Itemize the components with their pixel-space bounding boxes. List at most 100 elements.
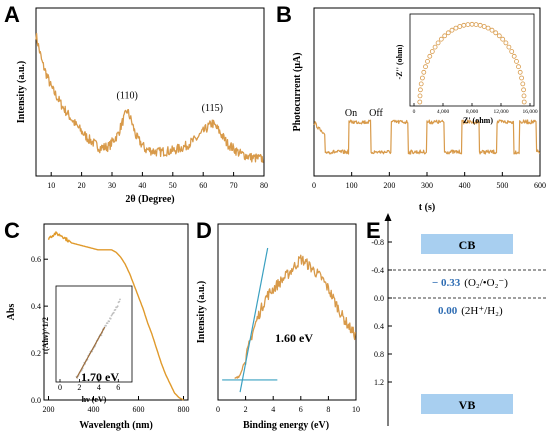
panel-b-y-axis-title: Photocurrent (μA)	[292, 52, 303, 131]
panel-b-inset-point	[417, 93, 423, 99]
panel-b-inset-point	[503, 40, 509, 46]
panel-d-y-axis-title: Intensity (a.u.)	[196, 281, 207, 344]
panel-d-letter: D	[196, 218, 212, 243]
panel-d-edge-fit	[239, 247, 269, 393]
panel-e-y-tick-label-0.4: 0.4	[374, 322, 384, 331]
panel-c-ticks: 200 400 600 800 0.0 0.2 0.4 0.6	[31, 255, 190, 414]
panel-b-x-axis-title: t (s)	[419, 202, 435, 213]
panel-b-inset-point	[520, 81, 526, 87]
panel-c-letter: C	[4, 218, 20, 243]
panel-c-inset-point	[116, 305, 119, 308]
panel-b-inset-tick-label: 4,000	[437, 109, 450, 115]
panel-c-y-tick-label-0.0: 0.0	[31, 396, 41, 405]
panel-c-inset-point	[108, 320, 111, 323]
panel-b-inset: 0 4,000 8,000 12,000 16,000 Z' (ohm) -Z'' (o…	[395, 13, 538, 125]
panel-d-x-tick-label-2: 2	[244, 405, 248, 414]
panel-b-letter: B	[276, 2, 292, 27]
panel-b-inset-point	[514, 59, 519, 64]
panel-d-x-ticks: 0 2 4 6 8 10	[216, 396, 360, 414]
panel-b-inset-point	[421, 69, 427, 75]
panel-c-y-axis-title: Abs	[6, 304, 17, 321]
panel-b-x-tick-label-300: 300	[421, 181, 433, 190]
panel-b-inset-tick-label: 8,000	[466, 109, 479, 115]
panel-b-on-label: On	[345, 108, 357, 119]
panel-b-inset-tick-label: 12,000	[493, 109, 508, 115]
panel-b-inset-point	[481, 24, 487, 29]
panel-b-photocurrent-line	[313, 119, 541, 155]
panel-d-frame	[217, 223, 357, 401]
panel-d-x-axis-title: Binding energy (eV)	[243, 420, 329, 431]
panel-b-inset-point	[517, 69, 523, 75]
panel-b-inset-point	[496, 33, 502, 39]
panel-e-cb-band	[421, 234, 513, 254]
panel-c-inset-tick-label-4: 4	[97, 383, 101, 392]
panel-a-letter: A	[4, 2, 20, 27]
panel-b: B 0 100 200 300 400 500 600 On Off t (s) Photo…	[276, 2, 546, 213]
panel-b-x-tick-label-600: 600	[534, 181, 546, 190]
panel-b-inset-point	[432, 44, 438, 50]
panel-c-inset-x-title: hν (eV)	[82, 395, 107, 404]
panel-e-level1-value: − 0.33	[432, 277, 461, 289]
panel-c-x-tick-label-400: 400	[88, 405, 100, 414]
panel-b-inset-point	[506, 44, 512, 50]
panel-e-axis-arrow	[384, 213, 392, 221]
panel-b-inset-point	[418, 81, 424, 87]
panel-e-y-tick-label-1.2: 1.2	[374, 378, 384, 387]
panel-e-y-tick-label-0.0: 0.0	[374, 294, 384, 303]
panel-a-x-tick-label-30: 30	[108, 181, 116, 190]
panel-c-y-tick-label-0.6: 0.6	[31, 255, 41, 264]
panel-d-x-tick-label-0: 0	[216, 405, 220, 414]
panel-c-inset: 0 2 4 6 1.70 eV hν (eV) (Ahν)^1/2	[41, 285, 133, 404]
panel-c-frame	[43, 223, 189, 401]
panel-a-x-tick-label-60: 60	[199, 181, 207, 190]
panel-c-inset-point	[106, 322, 109, 324]
panel-b-x-tick-label-100: 100	[346, 181, 358, 190]
panel-d-x-tick-label-10: 10	[352, 405, 360, 414]
panel-b-inset-tick-label: 16,000	[522, 109, 537, 115]
panel-b-inset-point	[485, 25, 491, 31]
panel-e-level2: 0.00 (2H⁺/H₂)	[438, 305, 503, 317]
panel-c-inset-point	[112, 311, 115, 314]
panel-b-inset-point	[521, 87, 526, 93]
panel-a-x-tick-label-70: 70	[230, 181, 238, 190]
panel-b-inset-point	[521, 93, 527, 99]
panel-a-frame	[35, 7, 265, 177]
panel-c-inset-frame	[55, 285, 133, 383]
panel-e-cb-label: CB	[459, 238, 476, 252]
panel-c-inset-marks	[75, 298, 121, 379]
panel-a-xrd-line	[35, 32, 264, 164]
panel-e-vb-band	[421, 394, 513, 414]
panel-c-inset-point	[109, 317, 112, 320]
panel-a-y-axis-title: Intensity (a.u.)	[16, 61, 27, 124]
panel-b-inset-point	[417, 99, 423, 105]
panel-e-y-tick-label--0.8: -0.8	[371, 238, 384, 247]
panel-b-inset-point	[417, 87, 423, 93]
panel-e-level1: − 0.33 (O₂/•O₂⁻)	[432, 277, 508, 289]
panel-b-x-ticks: 0 100 200 300 400 500 600	[312, 172, 546, 190]
panel-e-y-tick-label--0.4: -0.4	[371, 266, 384, 275]
panel-b-inset-x-title: Z' (ohm)	[463, 116, 493, 125]
panel-b-inset-point	[438, 36, 444, 42]
panel-a-x-tick-label-80: 80	[260, 181, 268, 190]
panel-c-inset-ticks: 0 2 4 6	[58, 379, 120, 392]
panel-b-inset-point	[445, 30, 451, 36]
panel-d: D 0 2 4 6 8 10 1.60 eV Binding energy (eV) In…	[196, 218, 360, 431]
panel-e-letter: E	[366, 218, 381, 243]
panel-c-inset-point	[110, 314, 113, 317]
panel-a-x-axis-title: 2θ (Degree)	[125, 194, 174, 205]
panel-b-inset-point	[419, 75, 425, 81]
panel-c-inset-tick-label-6: 6	[116, 383, 120, 392]
panel-b-inset-point	[521, 99, 527, 105]
panel-d-vb-xps-line	[234, 254, 356, 379]
panel-b-inset-point	[500, 36, 506, 42]
panel-d-x-tick-label-4: 4	[271, 405, 275, 414]
panel-b-off-label: Off	[369, 108, 383, 119]
panel-b-inset-point	[489, 27, 495, 33]
panel-b-inset-point	[449, 27, 455, 33]
panel-d-x-tick-label-6: 6	[299, 405, 303, 414]
panel-b-inset-dots	[417, 21, 527, 105]
panel-c-x-tick-label-800: 800	[178, 405, 190, 414]
panel-b-inset-point	[509, 49, 515, 54]
panel-c-inset-tick-label-0: 0	[58, 383, 62, 392]
